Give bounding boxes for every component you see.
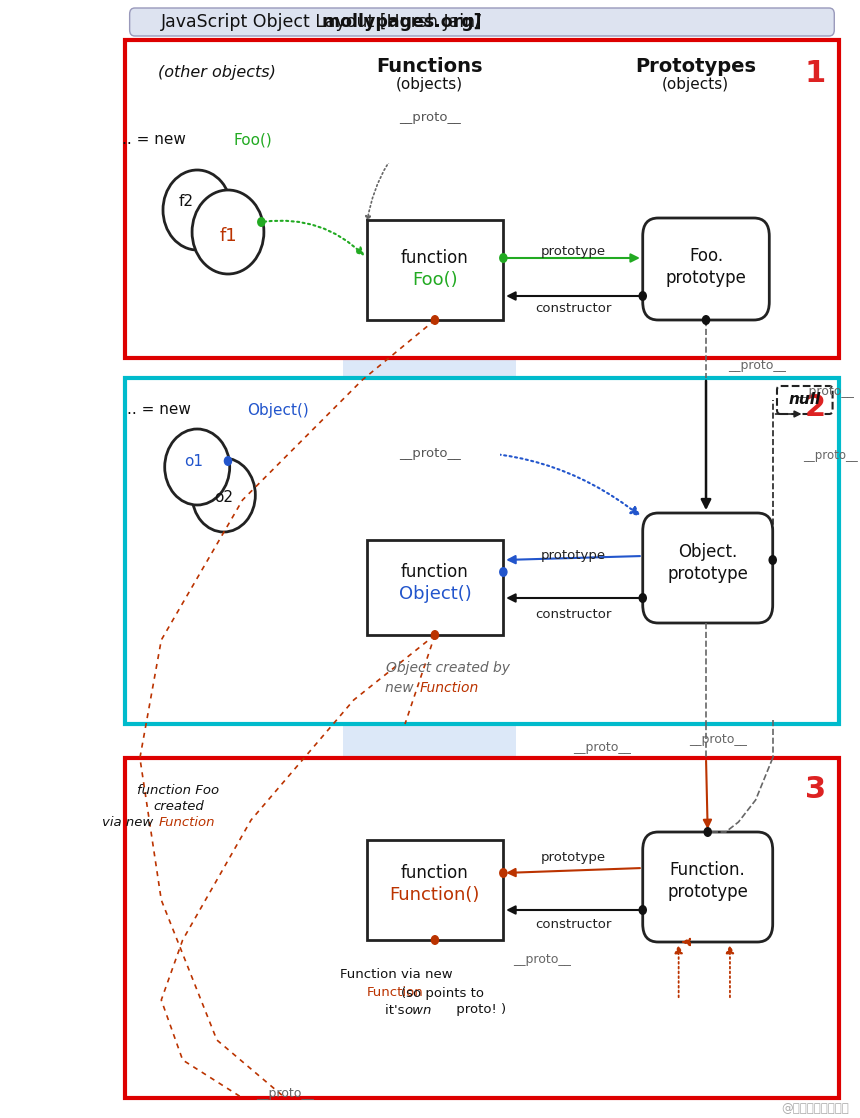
Text: new: new (384, 681, 418, 695)
Text: __proto__: __proto__ (796, 386, 854, 398)
Circle shape (431, 315, 439, 325)
Text: (objects): (objects) (396, 77, 464, 93)
Text: prototype: prototype (541, 246, 606, 258)
Text: f2: f2 (179, 195, 194, 209)
Text: function: function (401, 864, 469, 882)
Text: Function via new: Function via new (341, 968, 452, 982)
Text: Foo(): Foo() (412, 271, 458, 288)
Text: __proto__: __proto__ (399, 446, 461, 459)
Text: prototype: prototype (541, 550, 606, 562)
Bar (125, 378, 839, 724)
Text: f1: f1 (219, 227, 237, 245)
Text: own: own (404, 1004, 432, 1016)
Text: function: function (401, 563, 469, 581)
Bar (366, 540, 503, 635)
FancyBboxPatch shape (130, 8, 834, 36)
Text: Prototypes: Prototypes (636, 57, 756, 76)
Bar (125, 40, 839, 358)
Text: it's: it's (384, 1004, 408, 1016)
Text: prototype: prototype (667, 565, 748, 582)
Text: Object created by: Object created by (386, 661, 510, 675)
Text: (other objects): (other objects) (158, 65, 276, 79)
Text: o1: o1 (184, 455, 203, 470)
Text: Foo(): Foo() (234, 133, 273, 148)
Text: Function(): Function() (390, 885, 480, 904)
Circle shape (165, 429, 230, 505)
FancyBboxPatch shape (777, 386, 832, 414)
Text: null: null (789, 392, 820, 407)
Text: .. = new: .. = new (126, 402, 195, 417)
Text: constructor: constructor (535, 302, 611, 314)
Text: __proto__: __proto__ (689, 733, 747, 747)
Text: Function: Function (420, 681, 479, 695)
Text: Function.: Function. (670, 861, 746, 879)
Text: __proto__: __proto__ (513, 954, 571, 966)
Text: 1: 1 (805, 58, 826, 87)
FancyBboxPatch shape (642, 513, 773, 623)
Text: __proto__: __proto__ (399, 111, 461, 123)
Bar (343, 40, 516, 1095)
Text: Object(): Object() (247, 402, 309, 417)
Text: (so points to: (so points to (366, 986, 483, 999)
Text: function Foo: function Foo (138, 784, 219, 796)
Text: function: function (401, 249, 469, 267)
Circle shape (431, 935, 439, 945)
Circle shape (192, 458, 255, 532)
Circle shape (638, 593, 647, 603)
Text: Function: Function (366, 986, 423, 999)
Text: prototype: prototype (666, 269, 746, 287)
Text: proto! ): proto! ) (452, 1004, 507, 1016)
Circle shape (192, 190, 264, 274)
Text: prototype: prototype (667, 883, 748, 901)
Circle shape (499, 567, 507, 577)
Text: .. = new: .. = new (122, 133, 191, 148)
Bar (366, 220, 503, 320)
Text: __proto__: __proto__ (256, 1088, 314, 1100)
Circle shape (703, 827, 712, 837)
Text: JavaScript Object Layout [Hursh Jain/: JavaScript Object Layout [Hursh Jain/ (161, 13, 482, 31)
FancyBboxPatch shape (642, 218, 770, 320)
Text: @稀土掘金技术社区: @稀土掘金技术社区 (782, 1101, 850, 1115)
Text: Object.: Object. (678, 543, 737, 561)
Circle shape (499, 868, 507, 878)
Text: Functions: Functions (377, 57, 483, 76)
Circle shape (499, 253, 507, 263)
Circle shape (702, 315, 710, 325)
Text: prototype: prototype (541, 852, 606, 864)
Text: o2: o2 (214, 491, 233, 505)
Text: Foo.: Foo. (689, 247, 723, 265)
Circle shape (769, 555, 777, 565)
Text: 2: 2 (805, 394, 826, 423)
Text: __proto__: __proto__ (728, 360, 786, 372)
Circle shape (224, 456, 232, 466)
Circle shape (257, 217, 266, 227)
Bar (125, 758, 839, 1098)
Circle shape (638, 291, 647, 301)
Text: Function: Function (159, 815, 215, 828)
FancyBboxPatch shape (642, 832, 773, 942)
Circle shape (638, 904, 647, 915)
Text: Object(): Object() (398, 585, 471, 603)
Text: constructor: constructor (535, 607, 611, 620)
Text: (objects): (objects) (662, 77, 729, 93)
Bar (366, 840, 503, 940)
Text: via new: via new (101, 815, 157, 828)
Circle shape (163, 170, 231, 250)
Text: created: created (153, 799, 204, 813)
Text: mollypages.org]: mollypages.org] (34, 13, 482, 31)
Text: constructor: constructor (535, 918, 611, 930)
Text: 3: 3 (805, 776, 826, 805)
Circle shape (431, 631, 439, 639)
Text: __proto__: __proto__ (573, 741, 630, 755)
Text: __proto__: __proto__ (803, 448, 858, 462)
